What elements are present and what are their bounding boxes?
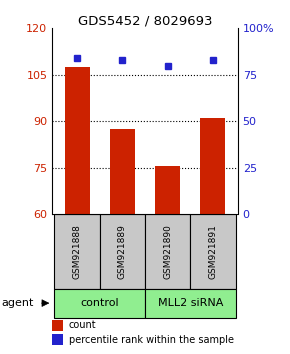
Bar bbox=[65, 67, 90, 214]
Bar bbox=[52, 320, 63, 331]
Bar bbox=[110, 129, 135, 214]
Bar bbox=[155, 166, 180, 214]
Text: MLL2 siRNA: MLL2 siRNA bbox=[157, 298, 223, 308]
Bar bbox=[145, 289, 235, 318]
Text: GSM921891: GSM921891 bbox=[209, 224, 218, 279]
Text: control: control bbox=[80, 298, 119, 308]
Text: GSM921888: GSM921888 bbox=[72, 224, 81, 279]
Bar bbox=[55, 214, 100, 289]
Bar bbox=[200, 118, 225, 214]
Text: GSM921890: GSM921890 bbox=[163, 224, 172, 279]
Title: GDS5452 / 8029693: GDS5452 / 8029693 bbox=[78, 14, 212, 27]
Bar bbox=[190, 214, 235, 289]
Bar bbox=[55, 289, 145, 318]
Text: percentile rank within the sample: percentile rank within the sample bbox=[69, 335, 234, 345]
Bar bbox=[52, 335, 63, 346]
Bar bbox=[100, 214, 145, 289]
Bar bbox=[145, 214, 190, 289]
Text: GSM921889: GSM921889 bbox=[118, 224, 127, 279]
Text: agent: agent bbox=[2, 298, 34, 308]
Text: count: count bbox=[69, 320, 97, 330]
